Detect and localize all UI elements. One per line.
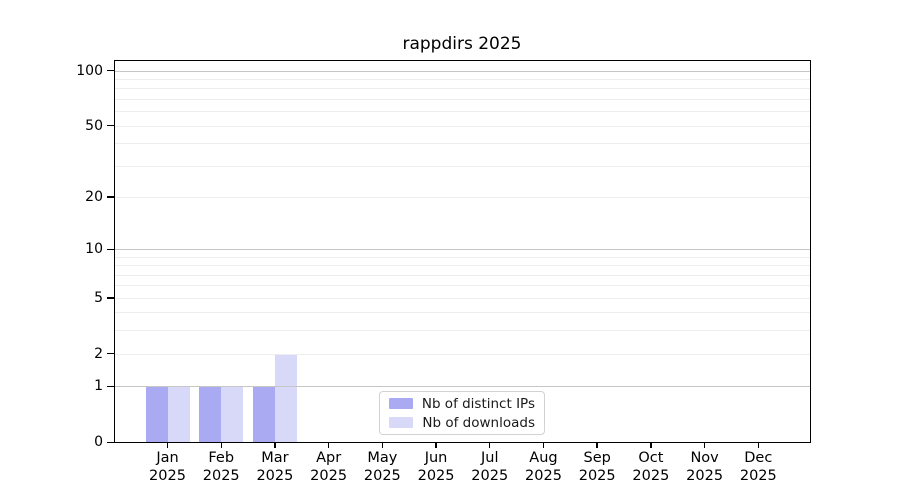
gridline-90 bbox=[115, 78, 810, 80]
x-tick-year: 2025 bbox=[149, 467, 186, 484]
y-tick-label-20: 20 bbox=[85, 188, 103, 205]
gridline-80 bbox=[115, 88, 810, 90]
x-tick-jan bbox=[166, 443, 169, 448]
bar-nb-of-downloads-mar bbox=[274, 353, 297, 442]
x-tick-label-mar: Mar 2025 bbox=[240, 450, 310, 485]
gridline-20 bbox=[115, 196, 810, 198]
x-tick-year: 2025 bbox=[417, 467, 455, 484]
legend-item-distinct-ips: Nb of distinct IPs bbox=[389, 396, 535, 412]
y-tick-10 bbox=[107, 248, 114, 250]
gridline-60 bbox=[115, 111, 810, 113]
gridline-50 bbox=[115, 125, 810, 127]
x-tick-aug bbox=[542, 443, 545, 448]
y-tick-label-5: 5 bbox=[94, 289, 103, 306]
gridline-5 bbox=[115, 297, 810, 299]
legend-label-downloads: Nb of downloads bbox=[422, 414, 535, 431]
y-tick-100 bbox=[107, 70, 114, 72]
y-tick-label-0: 0 bbox=[94, 434, 103, 450]
plot-area bbox=[115, 61, 810, 442]
x-tick-label-sep: Sep 2025 bbox=[562, 450, 632, 485]
y-tick-50 bbox=[107, 125, 114, 127]
x-tick-label-oct: Oct 2025 bbox=[616, 450, 686, 485]
x-tick-month: Feb bbox=[208, 450, 235, 466]
gridline-2 bbox=[115, 353, 810, 355]
gridline-10 bbox=[115, 249, 810, 251]
x-tick-month: Sep bbox=[583, 450, 611, 466]
legend-item-downloads: Nb of downloads bbox=[389, 415, 535, 431]
bar-nb-of-downloads-feb bbox=[221, 386, 244, 442]
x-tick-nov bbox=[703, 443, 706, 448]
x-tick-jul bbox=[489, 443, 491, 448]
y-tick-label-50: 50 bbox=[85, 117, 103, 134]
bar-nb-of-distinct-ips-feb bbox=[199, 386, 222, 442]
x-tick-year: 2025 bbox=[525, 467, 562, 484]
x-tick-label-may: May 2025 bbox=[347, 450, 417, 485]
legend-swatch-distinct-ips bbox=[389, 398, 413, 409]
y-tick-20 bbox=[107, 196, 114, 198]
bar-nb-of-distinct-ips-mar bbox=[252, 386, 275, 442]
x-tick-year: 2025 bbox=[363, 467, 401, 484]
y-tick-label-100: 100 bbox=[76, 62, 103, 79]
gridline-6 bbox=[115, 285, 810, 287]
x-tick-month: Jun bbox=[424, 450, 448, 466]
gridline-9 bbox=[115, 256, 810, 258]
x-tick-label-dec: Dec 2025 bbox=[723, 450, 793, 485]
x-tick-sep bbox=[596, 443, 598, 448]
x-tick-label-nov: Nov 2025 bbox=[670, 450, 740, 485]
x-tick-feb bbox=[220, 443, 222, 448]
x-tick-month: Aug bbox=[529, 450, 558, 466]
gridline-3 bbox=[115, 330, 810, 332]
x-tick-month: Oct bbox=[638, 450, 664, 466]
x-tick-year: 2025 bbox=[686, 467, 724, 484]
bar-nb-of-downloads-jan bbox=[167, 386, 190, 442]
legend: Nb of distinct IPs Nb of downloads bbox=[379, 391, 545, 435]
x-tick-label-jul: Jul 2025 bbox=[455, 450, 525, 485]
x-tick-may bbox=[381, 443, 384, 448]
y-tick-5 bbox=[107, 297, 114, 299]
gridline-40 bbox=[115, 143, 810, 145]
x-tick-year: 2025 bbox=[578, 467, 616, 484]
bar-nb-of-distinct-ips-jan bbox=[145, 386, 168, 442]
gridline-4 bbox=[115, 312, 810, 314]
x-tick-label-jan: Jan 2025 bbox=[133, 450, 203, 485]
x-tick-label-feb: Feb 2025 bbox=[186, 450, 256, 485]
x-tick-year: 2025 bbox=[202, 467, 240, 484]
x-tick-month: Jul bbox=[481, 450, 499, 466]
x-tick-month: May bbox=[367, 450, 398, 466]
x-tick-label-aug: Aug 2025 bbox=[508, 450, 578, 485]
x-tick-dec bbox=[757, 443, 759, 448]
y-tick-label-10: 10 bbox=[85, 241, 103, 258]
legend-label-distinct-ips: Nb of distinct IPs bbox=[421, 395, 535, 412]
y-tick-0 bbox=[107, 441, 114, 443]
x-tick-label-jun: Jun 2025 bbox=[401, 450, 471, 485]
y-tick-2 bbox=[107, 353, 114, 355]
x-tick-year: 2025 bbox=[256, 467, 294, 484]
x-tick-month: Jan bbox=[156, 450, 179, 466]
gridline-30 bbox=[115, 165, 810, 167]
y-tick-label-2: 2 bbox=[94, 345, 103, 362]
x-tick-month: Apr bbox=[316, 450, 342, 466]
y-tick-1 bbox=[107, 385, 114, 388]
gridline-1 bbox=[115, 386, 810, 388]
x-tick-mar bbox=[274, 443, 276, 448]
x-tick-apr bbox=[327, 443, 330, 448]
chart-title: rappdirs 2025 bbox=[402, 34, 522, 54]
x-tick-month: Dec bbox=[744, 450, 773, 466]
x-tick-year: 2025 bbox=[471, 467, 509, 484]
x-tick-month: Mar bbox=[261, 450, 289, 466]
x-tick-jun bbox=[435, 443, 437, 448]
gridline-100 bbox=[115, 70, 810, 72]
x-tick-year: 2025 bbox=[739, 467, 777, 484]
gridline-7 bbox=[115, 274, 810, 276]
y-tick-label-1: 1 bbox=[94, 378, 103, 395]
x-tick-month: Nov bbox=[690, 450, 719, 466]
legend-swatch-downloads bbox=[389, 417, 414, 428]
x-tick-oct bbox=[650, 443, 652, 448]
x-tick-year: 2025 bbox=[310, 467, 348, 484]
gridline-8 bbox=[115, 265, 810, 267]
x-tick-year: 2025 bbox=[632, 467, 670, 484]
gridline-70 bbox=[115, 98, 810, 100]
x-tick-label-apr: Apr 2025 bbox=[294, 450, 364, 485]
